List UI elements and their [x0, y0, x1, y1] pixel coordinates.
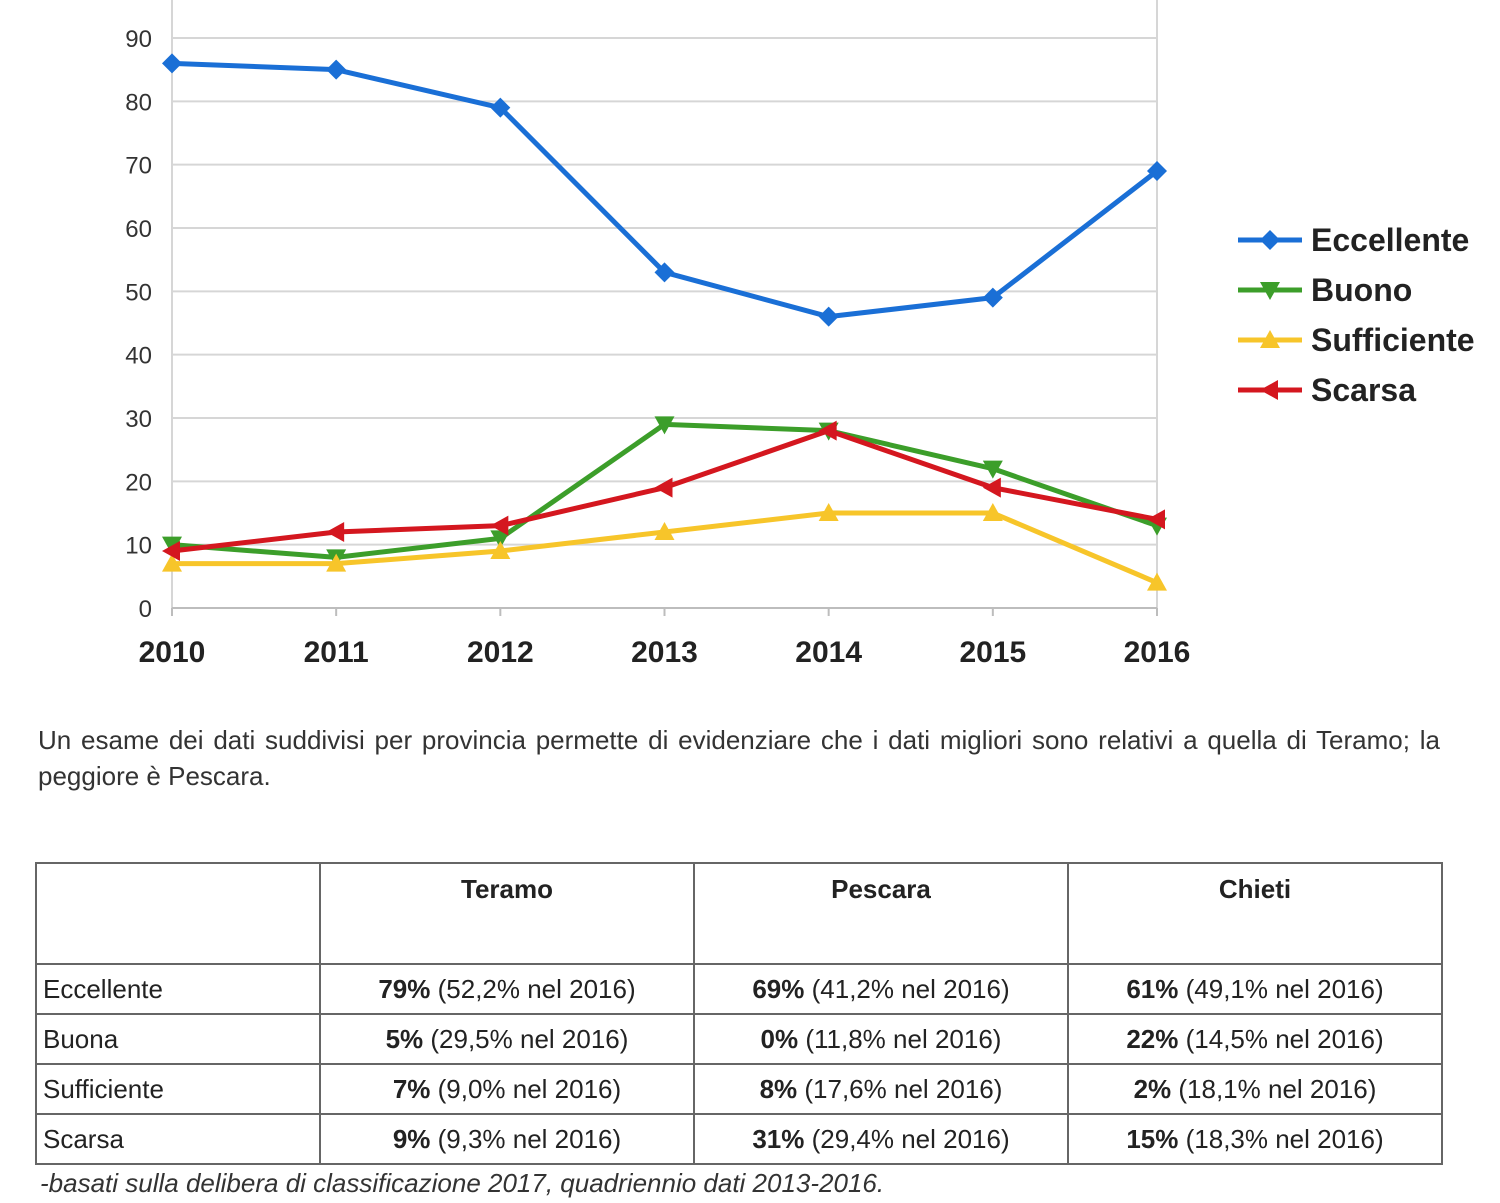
y-tick-label: 40	[125, 343, 152, 370]
table-header-chieti: Chieti	[1067, 862, 1443, 965]
table-cell: 2% (18,1% nel 2016)	[1067, 1063, 1443, 1115]
data-point-scarsa	[654, 477, 673, 498]
legend-marker	[1260, 282, 1280, 300]
x-tick-label: 2013	[631, 636, 698, 669]
x-tick-label: 2012	[467, 636, 534, 669]
province-table: Teramo Pescara Chieti Eccellente 79% (52…	[35, 862, 1443, 1165]
legend-label: Scarsa	[1311, 372, 1416, 408]
data-point-scarsa	[162, 541, 180, 561]
data-point-eccellente	[1147, 161, 1167, 181]
data-point-sufficiente	[162, 553, 182, 572]
y-tick-label: 0	[139, 596, 152, 623]
data-point-eccellente	[490, 97, 511, 118]
x-tick-label: 2011	[304, 636, 369, 669]
row-label: Buona	[35, 1013, 321, 1065]
line-chart: 0 10 20 30 40 50 60 70 80 90 2010 2011 2012 2013 2014…	[125, 0, 1475, 669]
data-point-scarsa	[326, 522, 345, 542]
chart-series	[162, 53, 1167, 591]
table-cell: 15% (18,3% nel 2016)	[1067, 1113, 1443, 1165]
y-tick-label: 80	[125, 89, 152, 116]
legend-marker	[1260, 380, 1278, 400]
legend-label: Eccellente	[1311, 222, 1469, 258]
legend-marker	[1260, 330, 1280, 348]
table-row: Scarsa 9% (9,3% nel 2016) 31% (29,4% nel…	[35, 1113, 1443, 1165]
table-row: Buona 5% (29,5% nel 2016) 0% (11,8% nel …	[35, 1013, 1443, 1065]
table-cell: 61% (49,1% nel 2016)	[1067, 963, 1443, 1015]
chart-gridlines	[171, 0, 1158, 616]
legend-item-buono: Buono	[1238, 272, 1412, 308]
table-header-empty	[35, 862, 321, 965]
x-tick-label: 2014	[795, 636, 862, 669]
series-sufficiente	[162, 503, 1167, 591]
legend-label: Buono	[1311, 272, 1412, 308]
x-tick-label: 2016	[1124, 636, 1191, 669]
legend-item-scarsa: Scarsa	[1238, 372, 1416, 408]
data-point-eccellente	[982, 287, 1003, 308]
table-row: Sufficiente 7% (9,0% nel 2016) 8% (17,6%…	[35, 1063, 1443, 1115]
data-point-sufficiente	[490, 541, 511, 559]
row-label: Scarsa	[35, 1113, 321, 1165]
body-paragraph: Un esame dei dati suddivisi per provinci…	[38, 725, 1440, 791]
legend-item-sufficiente: Sufficiente	[1238, 322, 1475, 358]
data-point-sufficiente	[654, 522, 675, 540]
row-label: Sufficiente	[35, 1063, 321, 1115]
table-cell: 8% (17,6% nel 2016)	[693, 1063, 1069, 1115]
table-cell: 22% (14,5% nel 2016)	[1067, 1013, 1443, 1065]
y-tick-label: 90	[125, 26, 152, 53]
table-cell: 9% (9,3% nel 2016)	[319, 1113, 695, 1165]
legend-item-eccellente: Eccellente	[1238, 222, 1469, 258]
data-point-eccellente	[326, 59, 347, 80]
table-cell: 7% (9,0% nel 2016)	[319, 1063, 695, 1115]
y-tick-label: 60	[125, 216, 152, 243]
table-cell: 0% (11,8% nel 2016)	[693, 1013, 1069, 1065]
data-point-buono	[982, 460, 1003, 479]
data-point-scarsa	[490, 515, 509, 536]
y-tick-label: 20	[125, 469, 152, 496]
data-point-sufficiente	[818, 503, 839, 521]
legend-label: Sufficiente	[1311, 322, 1475, 358]
table-cell: 79% (52,2% nel 2016)	[319, 963, 695, 1015]
data-point-eccellente	[162, 53, 182, 74]
table-header-pescara: Pescara	[693, 862, 1069, 965]
y-tick-label: 70	[125, 153, 152, 180]
row-label: Eccellente	[35, 963, 321, 1015]
data-point-scarsa	[1147, 509, 1165, 530]
y-tick-label: 30	[125, 406, 152, 433]
data-point-scarsa	[818, 420, 837, 441]
table-header-teramo: Teramo	[319, 862, 695, 965]
table-header-row: Teramo Pescara Chieti	[35, 862, 1443, 965]
data-point-sufficiente	[326, 553, 347, 572]
chart-legend: Eccellente Buono Sufficiente Scarsa	[1238, 222, 1475, 408]
data-point-eccellente	[654, 262, 675, 283]
data-point-buono	[654, 416, 675, 435]
data-point-scarsa	[982, 477, 1001, 498]
table-cell: 31% (29,4% nel 2016)	[693, 1113, 1069, 1165]
footnote: -basati sulla delibera di classificazion…	[40, 1168, 885, 1198]
x-axis-ticks: 2010 2011 2012 2013 2014 2015 2016	[139, 636, 1191, 669]
series-scarsa	[162, 420, 1165, 561]
data-point-eccellente	[818, 306, 839, 327]
table-cell: 69% (41,2% nel 2016)	[693, 963, 1069, 1015]
table-cell: 5% (29,5% nel 2016)	[319, 1013, 695, 1065]
data-point-buono	[490, 530, 511, 549]
data-point-sufficiente	[982, 503, 1003, 521]
y-tick-label: 10	[125, 533, 152, 560]
x-tick-label: 2015	[959, 636, 1026, 669]
x-tick-label: 2010	[139, 636, 206, 669]
y-tick-label: 50	[125, 279, 152, 306]
series-eccellente	[162, 53, 1167, 327]
y-axis-ticks: 0 10 20 30 40 50 60 70 80 90	[125, 26, 152, 623]
legend-marker	[1260, 230, 1280, 250]
data-point-sufficiente	[1147, 572, 1167, 591]
table-row: Eccellente 79% (52,2% nel 2016) 69% (41,…	[35, 963, 1443, 1015]
